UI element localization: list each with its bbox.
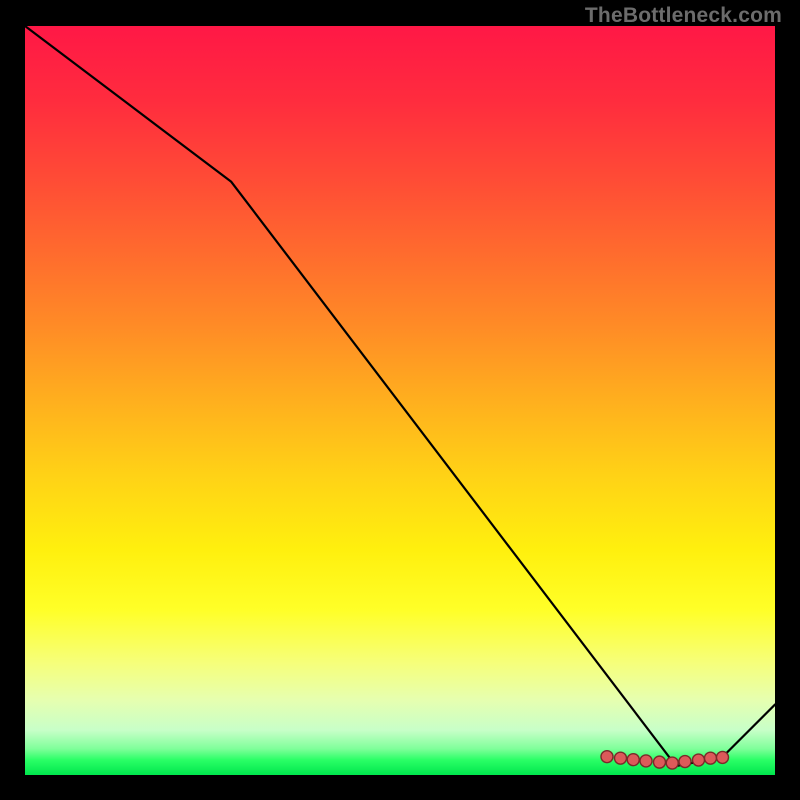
marker-dot — [654, 756, 666, 768]
attribution-text: TheBottleneck.com — [585, 4, 782, 28]
marker-dot — [615, 752, 627, 764]
marker-group — [601, 751, 729, 769]
marker-dot — [640, 755, 652, 767]
marker-dot — [679, 756, 691, 768]
chart-container: TheBottleneck.com — [0, 0, 800, 800]
marker-dot — [693, 754, 705, 766]
marker-dot — [666, 757, 678, 769]
marker-dot — [705, 752, 717, 764]
marker-dot — [627, 754, 639, 766]
plot-area — [25, 26, 775, 775]
marker-dot — [717, 751, 729, 763]
data-line — [25, 26, 775, 766]
marker-dot — [601, 751, 613, 763]
plot-overlay-svg — [25, 26, 775, 775]
